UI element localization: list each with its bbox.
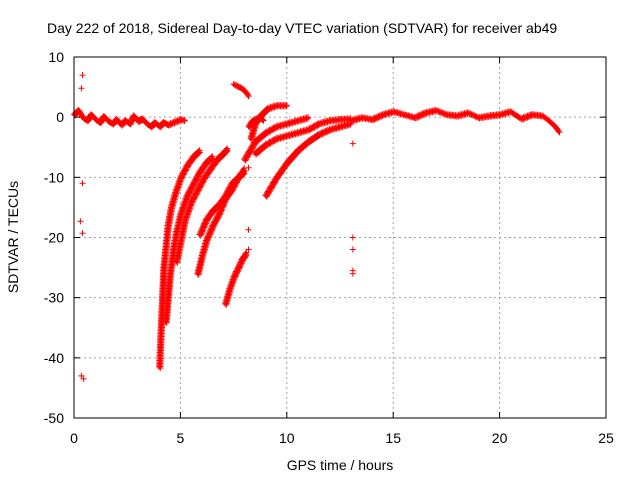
marker-path	[222, 249, 250, 308]
marker-path	[173, 145, 231, 266]
series-baseline-late	[347, 106, 563, 136]
x-axis-label: GPS time / hours	[287, 457, 394, 473]
marker-path	[156, 147, 203, 372]
marker-path	[241, 114, 312, 164]
series-arc-c	[173, 145, 231, 266]
series-arc-e	[196, 168, 248, 239]
marker-path	[347, 106, 563, 136]
x-tick-label: 10	[279, 430, 295, 446]
marker-path	[77, 72, 87, 382]
series-baseline-early	[71, 106, 188, 131]
series-arc-b	[162, 153, 216, 326]
y-tick-label: -20	[44, 230, 64, 246]
marker-path	[245, 140, 356, 277]
x-tick-label: 15	[385, 430, 401, 446]
series-arc-a	[156, 147, 203, 372]
x-tick-label: 20	[492, 430, 508, 446]
series-arc-k	[230, 81, 252, 100]
series-arc-i	[241, 114, 312, 164]
x-tick-label: 25	[598, 430, 614, 446]
series-arc-l	[245, 114, 267, 131]
x-tick-label: 5	[177, 430, 185, 446]
marker-path	[162, 153, 216, 326]
series-arc-h	[251, 115, 354, 158]
y-tick-label: -10	[44, 169, 64, 185]
x-tick-label: 0	[70, 430, 78, 446]
chart-title: Day 222 of 2018, Sidereal Day-to-day VTE…	[47, 20, 557, 36]
marker-path	[230, 81, 252, 100]
y-tick-label: 10	[48, 49, 64, 65]
y-axis-label: SDTVAR / TECUs	[5, 181, 21, 293]
series-arc-g	[262, 120, 354, 200]
marker-path	[245, 114, 267, 131]
y-axis: -50 -40 -30 -20 -10 0 10	[44, 49, 606, 426]
marker-path	[71, 106, 188, 131]
series-early-outliers	[77, 72, 87, 382]
series-arc-f	[222, 249, 250, 308]
y-tick-label: -30	[44, 290, 64, 306]
marker-path	[251, 115, 354, 158]
data-points	[71, 72, 563, 382]
y-tick-label: 0	[56, 109, 64, 125]
series-late-outliers	[245, 140, 356, 277]
gridlines	[74, 57, 606, 418]
marker-path	[196, 168, 248, 239]
x-axis: 0 5 10 15 20 25	[70, 57, 614, 446]
y-tick-label: -40	[44, 350, 64, 366]
marker-path	[262, 120, 354, 200]
y-tick-label: -50	[44, 410, 64, 426]
